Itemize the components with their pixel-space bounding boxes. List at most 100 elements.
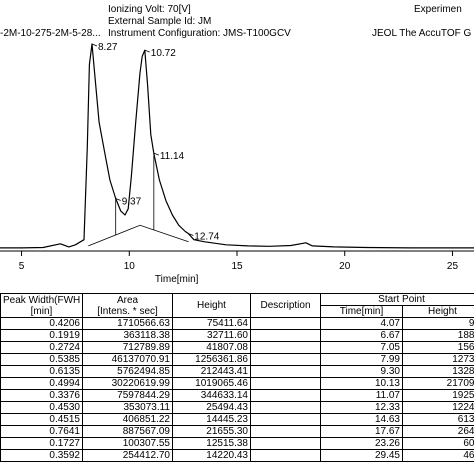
table-cell: 212443.41 xyxy=(172,365,251,378)
x-tick-label: 15 xyxy=(231,261,243,272)
peak-label-leader xyxy=(188,233,194,236)
table-cell: 0.1727 xyxy=(0,437,83,450)
chromatogram-trace xyxy=(0,43,474,249)
table-cell: 344633.14 xyxy=(172,389,251,402)
header-area-unit: [Intens. * sec] xyxy=(97,305,158,317)
table-cell xyxy=(250,437,321,450)
table-cell: 0.4994 xyxy=(0,377,83,390)
experiment-text: Experimen xyxy=(414,4,462,15)
table-cell xyxy=(250,413,321,426)
table-cell: 0.4515 xyxy=(0,413,83,426)
table-cell: 0.7641 xyxy=(0,425,83,438)
table-cell: 7.99 xyxy=(320,353,403,366)
peak-label: 12.74 xyxy=(194,232,219,243)
peak-label: 10.72 xyxy=(151,48,176,59)
table-cell: 30220619.99 xyxy=(82,377,173,390)
table-cell: 604 xyxy=(401,437,474,450)
header-description: Description xyxy=(250,293,321,318)
table-cell: 217092 xyxy=(401,377,474,390)
table-cell: 11.07 xyxy=(320,389,403,402)
table-cell: 19256 xyxy=(401,389,474,402)
table-cell: 2645 xyxy=(401,425,474,438)
table-cell: 10.13 xyxy=(320,377,403,390)
table-cell: 0.4530 xyxy=(0,401,83,414)
x-tick-label: 10 xyxy=(124,261,136,272)
table-cell: 5762494.85 xyxy=(82,365,173,378)
header-peak-width-unit: [min] xyxy=(30,305,53,317)
table-cell xyxy=(250,365,321,378)
table-cell xyxy=(250,317,321,330)
table-cell: 0.4206 xyxy=(0,317,83,330)
table-cell: 0.5385 xyxy=(0,353,83,366)
peak-label: 8.27 xyxy=(98,42,118,53)
peak-label: 11.14 xyxy=(160,151,185,162)
table-cell: 29.45 xyxy=(320,449,403,462)
table-cell: 14220.43 xyxy=(172,449,251,462)
table-cell: 254412.70 xyxy=(82,449,173,462)
table-cell: 0.3376 xyxy=(0,389,83,402)
table-cell: 406851.22 xyxy=(82,413,173,426)
table-cell: 12515.38 xyxy=(172,437,251,450)
x-tick-label: 5 xyxy=(19,261,25,272)
header-height: Height xyxy=(172,293,251,318)
table-cell: 32711.60 xyxy=(172,329,251,342)
table-cell: 0.3592 xyxy=(0,449,83,462)
table-cell: 6.67 xyxy=(320,329,403,342)
table-cell: 96 xyxy=(401,317,474,330)
table-cell xyxy=(250,401,321,414)
table-cell: 13288 xyxy=(401,365,474,378)
header-peak-width: Peak Width(FWH [min] xyxy=(0,293,83,318)
header-peak-width-label: Peak Width(FWH xyxy=(3,294,81,306)
table-cell: 12243 xyxy=(401,401,474,414)
peak-table: Peak Width(FWH [min] Area [Intens. * sec… xyxy=(0,293,474,462)
table-cell: 100307.55 xyxy=(82,437,173,450)
table-cell xyxy=(250,449,321,462)
chromatogram-chart: 5 10 15 20 25 Time[min] 8.27 9.37 10.72 11.14 12.7… xyxy=(0,42,474,285)
table-cell: 1566 xyxy=(401,341,474,354)
table-cell: 460 xyxy=(401,449,474,462)
table-cell: 1019065.46 xyxy=(172,377,251,390)
peak-label: 9.37 xyxy=(122,197,142,208)
table-cell: 0.1919 xyxy=(0,329,83,342)
header-area: Area [Intens. * sec] xyxy=(82,293,173,318)
table-cell: 14445.23 xyxy=(172,413,251,426)
table-cell: 1710566.63 xyxy=(82,317,173,330)
table-cell: 4.07 xyxy=(320,317,403,330)
peak-label-leader xyxy=(91,43,98,47)
table-cell: 46137070.91 xyxy=(82,353,173,366)
table-cell xyxy=(250,329,321,342)
peak-label-leader xyxy=(115,198,121,201)
x-tick-label: 25 xyxy=(447,261,459,272)
table-cell: 7.05 xyxy=(320,341,403,354)
table-cell xyxy=(250,425,321,438)
table-cell: 0.6135 xyxy=(0,365,83,378)
table-cell: 17.67 xyxy=(320,425,403,438)
x-axis-label: Time[min] xyxy=(155,274,199,285)
integration-baseline xyxy=(88,224,189,247)
peak-label-leader xyxy=(153,152,159,156)
table-cell: 75411.64 xyxy=(172,317,251,330)
table-cell xyxy=(250,377,321,390)
table-cell: 21655.30 xyxy=(172,425,251,438)
table-cell: 9.30 xyxy=(320,365,403,378)
x-tick-label: 20 xyxy=(339,261,351,272)
header-sp-height: Height xyxy=(401,305,474,318)
sample-id-text: External Sample Id: JM xyxy=(108,16,212,27)
table-cell: 353073.11 xyxy=(82,401,173,414)
table-cell: 12.33 xyxy=(320,401,403,414)
table-cell: 1256361.86 xyxy=(172,353,251,366)
table-cell: 6139 xyxy=(401,413,474,426)
header-sp-time: Time[min] xyxy=(320,305,403,318)
table-cell xyxy=(250,341,321,354)
table-cell: 712789.89 xyxy=(82,341,173,354)
file-name-text: -2M-10-275-2M-5-28... xyxy=(0,28,101,39)
